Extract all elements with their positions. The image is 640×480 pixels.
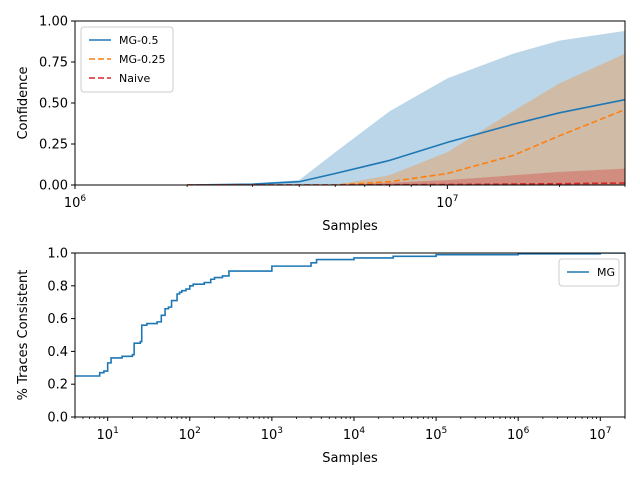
series-line-mg-0-25	[187, 108, 625, 185]
y-tick-label: 0.6	[47, 312, 68, 327]
legend-label: MG-0.5	[119, 34, 158, 47]
y-axis-label: Confidence	[16, 66, 31, 139]
series-line-mg-0-5	[187, 98, 625, 185]
plot-area	[75, 253, 625, 377]
y-tick-label: 0.2	[47, 378, 68, 393]
legend: MG	[558, 258, 620, 287]
y-tick-label: 0.75	[39, 56, 68, 71]
y-tick-label: 0.8	[47, 279, 68, 294]
legend-box	[80, 26, 174, 93]
y-tick-label: 1.00	[39, 15, 68, 30]
legend-label: Naive	[119, 72, 151, 85]
y-tick-label: 1.0	[47, 247, 68, 262]
y-tick-label: 0.4	[47, 345, 68, 360]
y-tick-label: 0.50	[39, 97, 68, 112]
x-axis-label: Samples	[322, 451, 378, 466]
x-axis-label: Samples	[322, 219, 378, 234]
plot-area	[187, 30, 625, 185]
y-tick-label: 0.00	[39, 179, 68, 194]
band-mg-0-25	[187, 53, 625, 185]
band-naive	[187, 168, 625, 185]
y-tick-label: 0.25	[39, 138, 68, 153]
series-line-mg	[75, 253, 625, 377]
y-axis-label: % Traces Consistent	[16, 270, 31, 401]
legend-label: MG-0.25	[119, 53, 165, 66]
y-tick-label: 0.0	[47, 411, 68, 426]
legend-label: MG	[597, 266, 615, 279]
band-mg-0-5	[187, 30, 625, 185]
legend: MG-0.5 MG-0.25 Naive	[80, 26, 174, 93]
